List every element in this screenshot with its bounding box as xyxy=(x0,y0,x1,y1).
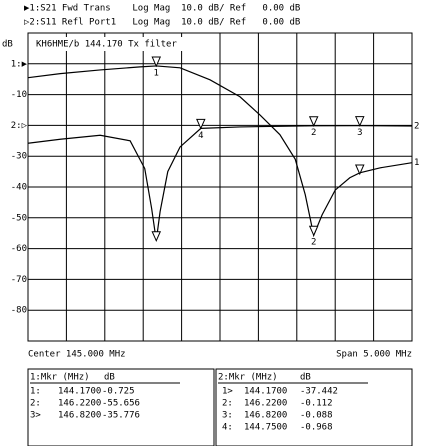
table-header: dB xyxy=(300,373,311,383)
y-tick-label: -10 xyxy=(11,90,27,100)
table-cell: 146.8200 xyxy=(244,411,287,421)
span-label: Span 5.000 MHz xyxy=(336,350,412,360)
table-header: dB xyxy=(104,373,115,383)
header-line: ▶1:S21 Fwd Trans Log Mag 10.0 dB/ Ref 0.… xyxy=(24,4,300,14)
table-cell: -0.088 xyxy=(300,411,333,421)
trace-label: 1 xyxy=(414,158,419,168)
marker xyxy=(151,231,162,242)
marker xyxy=(308,116,319,127)
marker-label: 2 xyxy=(311,238,316,248)
marker-table-frame xyxy=(215,368,413,446)
table-cell: 144.1700 xyxy=(244,387,287,397)
table-cell: 144.1700 xyxy=(58,387,101,397)
table-cell: -37.442 xyxy=(300,387,338,397)
trace-label: 2 xyxy=(414,122,419,132)
table-cell: 2: xyxy=(222,399,233,409)
chart-title: KH6HME/b 144.170 Tx filter xyxy=(36,40,177,50)
table-cell: -35.776 xyxy=(102,411,140,421)
marker xyxy=(151,56,162,68)
y-tick-label: -50 xyxy=(11,213,27,223)
y-tick-label: 1:▶ xyxy=(11,59,28,69)
header-line: ▷2:S11 Refl Port1 Log Mag 10.0 dB/ Ref 0… xyxy=(24,18,300,28)
table-cell: 146.2200 xyxy=(244,399,287,409)
table-cell: 1: xyxy=(30,387,41,397)
y-tick-label: -70 xyxy=(11,275,27,285)
table-cell: 2: xyxy=(30,399,41,409)
marker-label: 3 xyxy=(357,128,362,138)
trace xyxy=(27,65,413,238)
marker xyxy=(196,118,206,130)
marker xyxy=(355,116,365,127)
table-header: 2:Mkr (MHz) xyxy=(218,373,278,383)
y-tick-label: -60 xyxy=(11,244,27,254)
marker xyxy=(308,225,319,237)
trace xyxy=(27,125,413,241)
table-header: 1:Mkr (MHz) xyxy=(30,373,90,383)
marker-label: 1 xyxy=(154,69,159,79)
title-background xyxy=(34,37,190,51)
marker xyxy=(355,164,365,176)
table-cell: 4: xyxy=(222,423,233,433)
y-axis-label: dB xyxy=(2,40,13,50)
table-cell: -0.968 xyxy=(300,423,333,433)
y-tick-label: -80 xyxy=(11,306,27,316)
table-cell: -0.725 xyxy=(102,387,135,397)
center-label: Center 145.000 MHz xyxy=(28,350,126,360)
y-tick-label: 2:▷ xyxy=(11,121,28,131)
table-cell: -0.112 xyxy=(300,399,333,409)
table-cell: 146.2200 xyxy=(58,399,101,409)
table-cell: 1> xyxy=(222,387,233,397)
marker-label: 4 xyxy=(198,131,203,141)
table-cell: 144.7500 xyxy=(244,423,287,433)
table-cell: -55.656 xyxy=(102,399,140,409)
y-tick-label: -30 xyxy=(11,152,27,162)
marker-label: 2 xyxy=(311,128,316,138)
y-tick-label: -40 xyxy=(11,183,27,193)
marker-table-frame xyxy=(27,368,215,446)
table-cell: 3: xyxy=(222,411,233,421)
table-cell: 3> xyxy=(30,411,41,421)
table-cell: 146.8200 xyxy=(58,411,101,421)
